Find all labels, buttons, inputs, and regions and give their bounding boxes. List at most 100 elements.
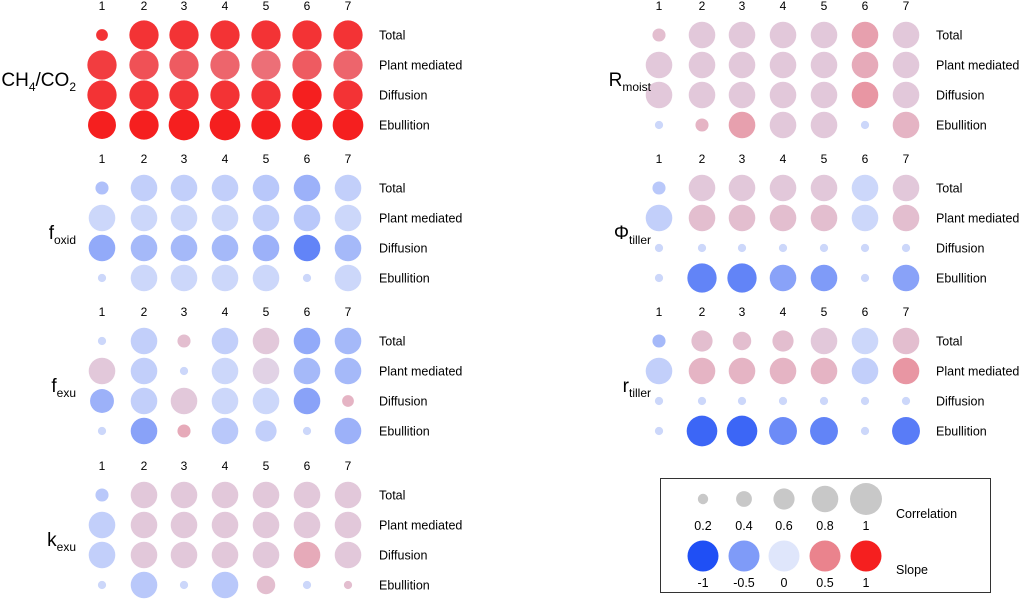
column-label: 5 [263, 305, 270, 319]
bubble-ch4co2-r1-c3 [169, 20, 199, 50]
panel-label-part: exu [57, 540, 76, 554]
panel-label-part: 4 [29, 80, 36, 94]
panel-label-rmoist: Rmoist [609, 70, 652, 94]
panel-label-part: R [609, 70, 623, 91]
bubble-kexu-r3-c7 [334, 541, 362, 569]
bubble-rtiller-r4-c3 [726, 415, 758, 447]
legend-slope-swatch [809, 540, 841, 572]
row-label: Plant mediated [379, 212, 462, 226]
bubble-rmoist-r1-c5 [810, 21, 838, 49]
bubble-rtiller-r2-c2 [688, 357, 716, 385]
bubble-ch4co2-r2-c7 [333, 50, 363, 80]
bubble-rmoist-r3-c7 [892, 81, 920, 109]
legend-box [660, 478, 991, 593]
bubble-rtiller-r3-c3 [737, 396, 747, 406]
bubble-kexu-r2-c1 [88, 511, 116, 539]
bubble-foxid-r1-c1 [95, 181, 109, 195]
bubble-fexu-r2-c4 [211, 357, 239, 385]
row-label: Ebullition [936, 119, 987, 133]
bubble-fexu-r4-c7 [334, 417, 362, 445]
column-label: 7 [903, 152, 910, 166]
bubble-rtiller-r1-c6 [851, 327, 879, 355]
bubble-kexu-r1-c7 [334, 481, 362, 509]
row-label: Ebullition [379, 272, 430, 286]
bubble-foxid-r2-c3 [170, 204, 198, 232]
bubble-rtiller-r1-c7 [892, 327, 920, 355]
bubble-fexu-r3-c7 [342, 395, 354, 407]
bubble-ch4co2-r2-c1 [87, 50, 117, 80]
bubble-foxid-r1-c6 [293, 174, 321, 202]
bubble-rmoist-r1-c2 [688, 21, 716, 49]
bubble-phitiller-r4-c6 [860, 273, 870, 283]
panel-label-part: oxid [54, 233, 76, 247]
bubble-ch4co2-r1-c7 [333, 20, 363, 50]
bubble-foxid-r3-c4 [211, 234, 239, 262]
bubble-phitiller-r2-c6 [851, 204, 879, 232]
panel-label-part: k [47, 530, 57, 551]
column-label: 3 [739, 0, 746, 13]
bubble-ch4co2-r2-c6 [292, 50, 322, 80]
column-label: 4 [222, 152, 229, 166]
column-label: 2 [699, 0, 706, 13]
row-label: Total [936, 182, 962, 196]
row-label: Ebullition [379, 425, 430, 439]
bubble-fexu-r4-c3 [177, 424, 191, 438]
row-label: Ebullition [379, 579, 430, 593]
bubble-rmoist-r4-c1 [654, 120, 664, 130]
bubble-rmoist-r4-c3 [728, 111, 756, 139]
bubble-kexu-r2-c7 [334, 511, 362, 539]
bubble-ch4co2-r2-c3 [169, 50, 199, 80]
column-label: 2 [699, 305, 706, 319]
panel-label-fexu: fexu [51, 376, 76, 400]
bubble-foxid-r4-c7 [334, 264, 362, 292]
bubble-rtiller-r3-c6 [860, 396, 870, 406]
column-label: 1 [99, 459, 106, 473]
bubble-rtiller-r4-c4 [769, 417, 797, 445]
column-label: 4 [780, 152, 787, 166]
bubble-rmoist-r4-c2 [695, 118, 709, 132]
bubble-fexu-r3-c2 [130, 387, 158, 415]
bubble-ch4co2-r4-c2 [129, 110, 159, 140]
bubble-foxid-r1-c2 [130, 174, 158, 202]
bubble-phitiller-r1-c4 [769, 174, 797, 202]
bubble-rmoist-r4-c4 [769, 111, 797, 139]
bubble-ch4co2-r3-c3 [169, 80, 199, 110]
row-label: Diffusion [936, 242, 984, 256]
bubble-ch4co2-r2-c2 [129, 50, 159, 80]
row-label: Ebullition [379, 119, 430, 133]
bubble-ch4co2-r4-c3 [168, 109, 200, 141]
row-label: Diffusion [379, 242, 427, 256]
bubble-fexu-r3-c6 [293, 387, 321, 415]
bubble-rmoist-r1-c7 [892, 21, 920, 49]
bubble-phitiller-r4-c5 [810, 264, 838, 292]
panel-label-part: moist [622, 80, 651, 94]
bubble-fexu-r4-c2 [130, 417, 158, 445]
bubble-rtiller-r3-c1 [654, 396, 664, 406]
bubble-fexu-r2-c7 [334, 357, 362, 385]
column-label: 6 [304, 152, 311, 166]
legend: 0.2 0.4 0.6 0.8 1 Correlation -1 -0.5 0 0.5 1 Slope [660, 478, 991, 593]
bubble-fexu-r2-c1 [88, 357, 116, 385]
legend-slope-swatch [687, 540, 719, 572]
bubble-ch4co2-r1-c6 [292, 20, 322, 50]
row-label: Total [379, 182, 405, 196]
bubble-phitiller-r1-c6 [851, 174, 879, 202]
column-label: 2 [141, 459, 148, 473]
column-label: 7 [345, 152, 352, 166]
bubble-ch4co2-r4-c6 [291, 109, 323, 141]
column-label: 3 [739, 305, 746, 319]
row-label: Ebullition [936, 272, 987, 286]
legend-correlation-tick: 0.2 [694, 519, 711, 533]
panel-label-ch4co2: CH4/CO2 [1, 70, 76, 94]
bubble-phitiller-r3-c3 [737, 243, 747, 253]
bubble-foxid-r3-c2 [130, 234, 158, 262]
legend-correlation-title: Correlation [896, 507, 957, 521]
bubble-phitiller-r4-c2 [687, 263, 717, 293]
bubble-phitiller-r2-c5 [810, 204, 838, 232]
bubble-fexu-r1-c4 [211, 327, 239, 355]
column-label: 2 [141, 152, 148, 166]
row-label: Total [936, 335, 962, 349]
legend-slope-tick: 0 [781, 576, 788, 590]
column-label: 7 [345, 0, 352, 13]
